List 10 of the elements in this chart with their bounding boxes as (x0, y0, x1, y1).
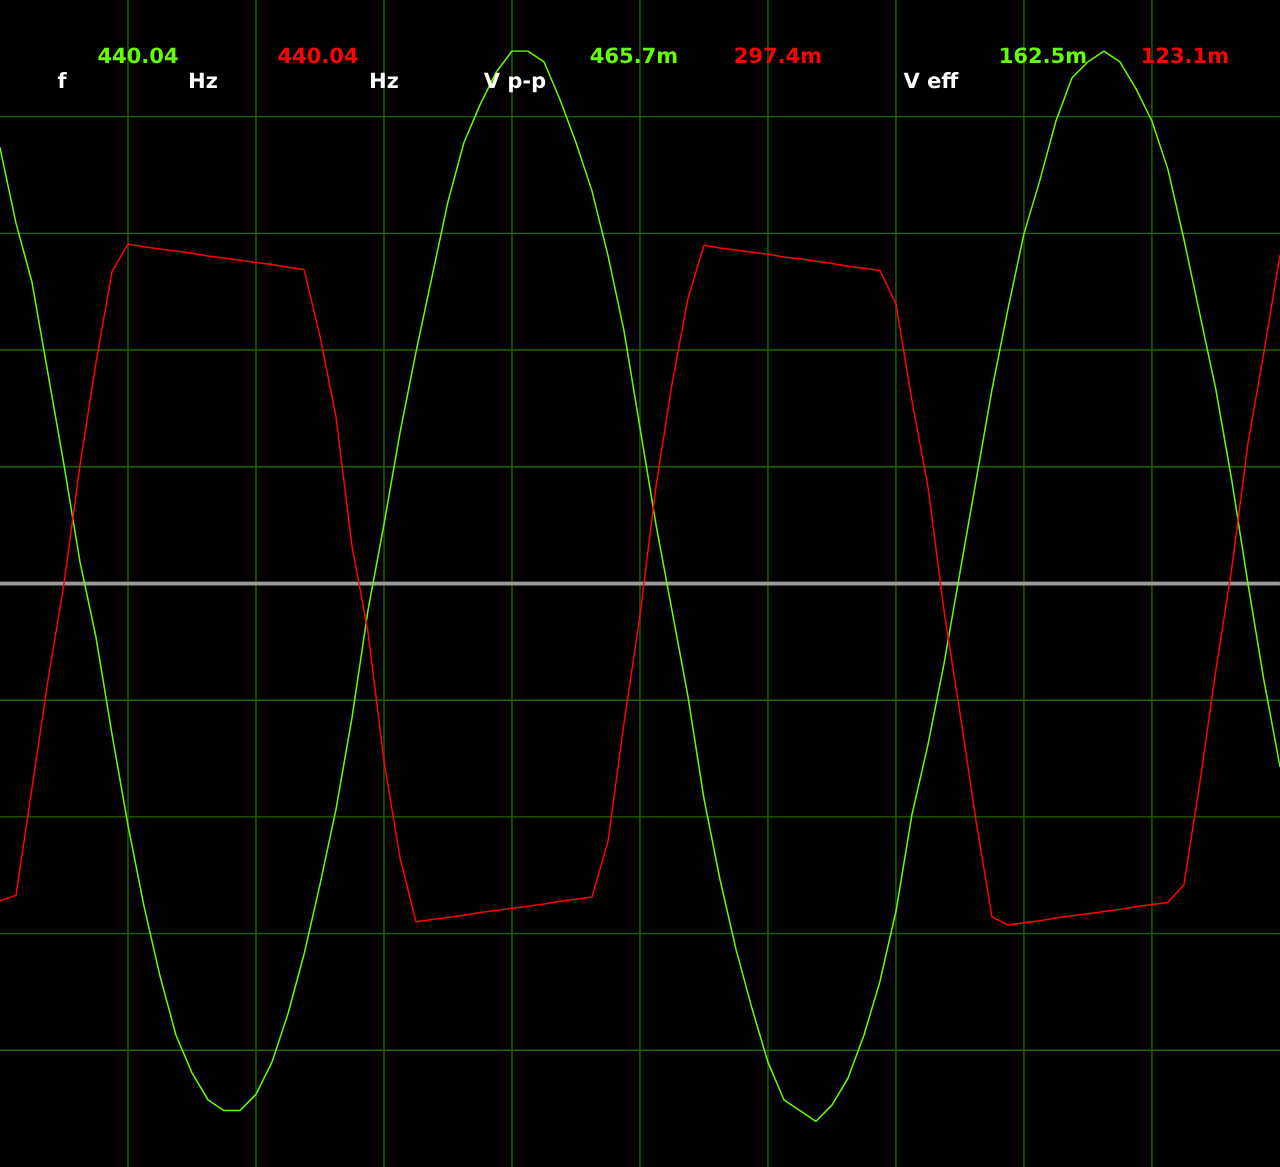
annotation: V eff (903, 72, 959, 89)
annotation: Hz (190, 72, 217, 88)
annotation: 297.4m (735, 47, 821, 64)
annotation: Hz (371, 72, 398, 88)
annotation: f (57, 72, 67, 88)
annotation: 123.1m (1143, 47, 1228, 64)
annotation: 465.7m (590, 47, 677, 64)
annotation: 162.5m (1001, 47, 1086, 64)
annotation: 440.04 (278, 47, 358, 64)
annotation: 440.04 (98, 47, 178, 64)
